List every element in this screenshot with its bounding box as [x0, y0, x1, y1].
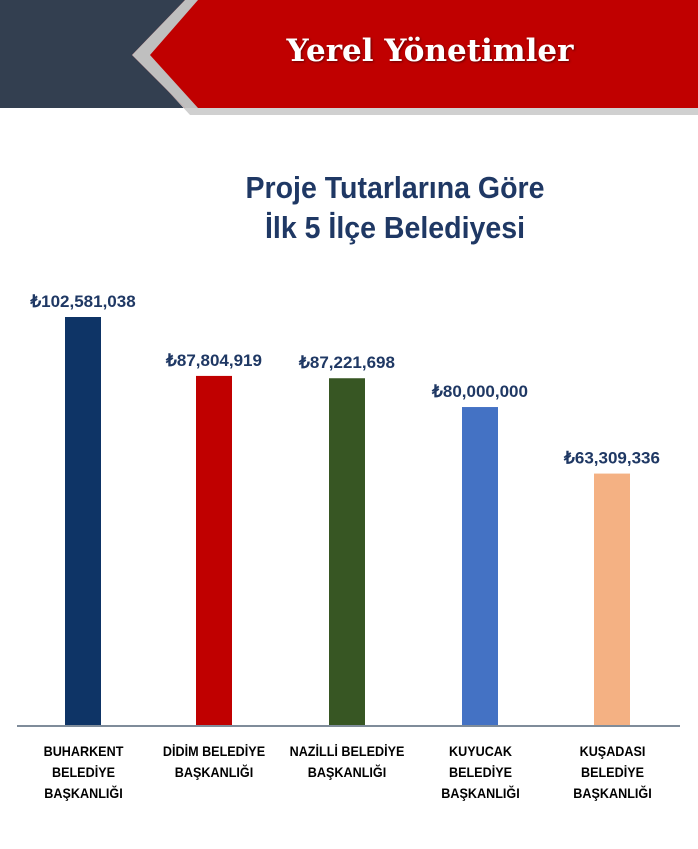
- category-label: DİDİM BELEDİYE BAŞKANLIĞI: [162, 743, 266, 780]
- category-label: BUHARKENT BELEDİYE BAŞKANLIĞI: [43, 743, 124, 801]
- banner-title: Yerel Yönetimler: [286, 33, 574, 69]
- chart-title: Proje Tutarlarına Göre İlk 5 İlçe Beledi…: [188, 168, 602, 248]
- bar: [196, 375, 232, 726]
- header-banner: [0, 0, 698, 115]
- category-label: NAZİLLİ BELEDİYE BAŞKANLIĞI: [289, 743, 405, 780]
- data-label: ₺87,804,919: [165, 351, 262, 370]
- data-label: ₺80,000,000: [431, 382, 528, 401]
- category-label: KUYUCAK BELEDİYE BAŞKANLIĞI: [441, 743, 520, 801]
- category-label: KUŞADASI BELEDİYE BAŞKANLIĞI: [573, 743, 652, 801]
- chart-title-line: Proje Tutarlarına Göre: [245, 170, 545, 205]
- bar: [65, 317, 101, 726]
- data-label: ₺87,221,698: [298, 353, 395, 372]
- data-label: ₺102,581,038: [29, 292, 135, 311]
- chart-title-line: İlk 5 İlçe Belediyesi: [264, 210, 526, 245]
- bar: [329, 378, 365, 726]
- bar: [462, 407, 498, 726]
- bar: [594, 473, 630, 726]
- data-label: ₺63,309,336: [563, 449, 660, 468]
